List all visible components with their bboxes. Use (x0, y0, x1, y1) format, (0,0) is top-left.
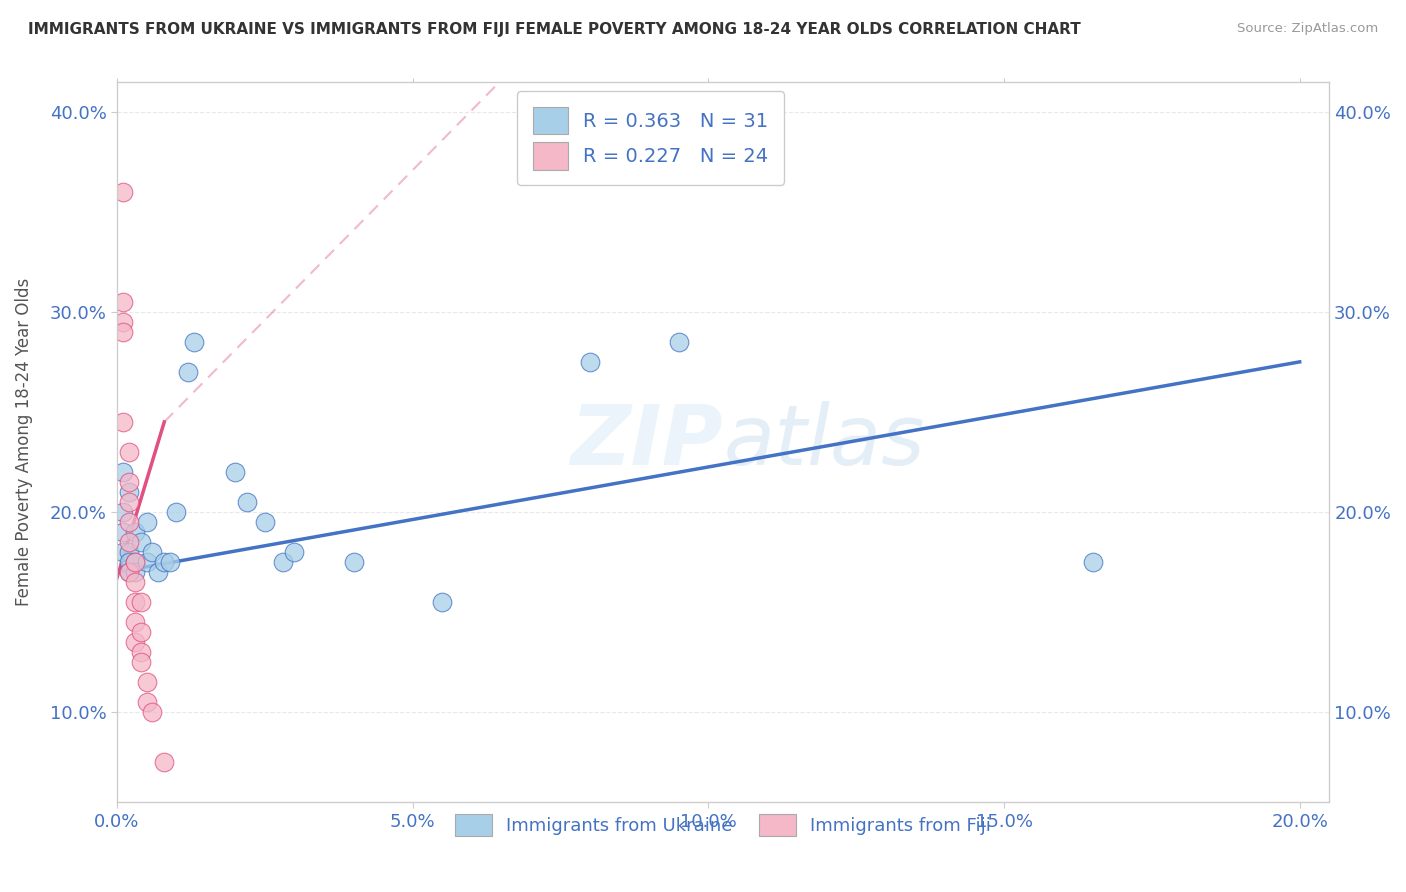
Point (159, 555, 181, 569)
Point (141, 705, 163, 719)
Point (129, 535, 152, 549)
Point (183, 334, 205, 349)
Point (224, 465, 246, 479)
Point (165, 505, 187, 519)
Point (111, 524, 134, 539)
Point (432, 595, 454, 609)
Point (124, 524, 146, 539)
Point (236, 495, 259, 509)
Point (124, 555, 146, 569)
Point (118, 515, 141, 529)
Point (118, 555, 141, 569)
Point (124, 595, 146, 609)
Point (111, 185, 134, 199)
Point (124, 555, 146, 569)
Point (118, 475, 141, 489)
Point (124, 635, 146, 649)
Point (253, 515, 276, 529)
Point (283, 545, 305, 559)
Point (342, 555, 364, 569)
Point (118, 565, 141, 579)
Point (124, 565, 146, 579)
Point (118, 565, 141, 579)
Point (271, 555, 294, 569)
Point (141, 545, 163, 559)
Point (118, 495, 141, 509)
Point (135, 675, 157, 690)
Point (129, 645, 152, 659)
Point (111, 505, 134, 519)
Point (135, 515, 157, 529)
Point (1081, 555, 1104, 569)
Point (177, 365, 200, 379)
Point (111, 415, 134, 429)
Point (111, 315, 134, 329)
Point (111, 325, 134, 339)
Text: ZIP: ZIP (571, 401, 723, 483)
Y-axis label: Female Poverty Among 18-24 Year Olds: Female Poverty Among 18-24 Year Olds (15, 277, 32, 606)
Point (111, 545, 134, 559)
Point (153, 555, 176, 569)
Point (118, 535, 141, 549)
Point (118, 545, 141, 559)
Point (111, 294, 134, 309)
Point (148, 565, 170, 579)
Point (129, 595, 152, 609)
Point (118, 445, 141, 459)
Point (129, 655, 152, 669)
Text: atlas: atlas (723, 401, 925, 483)
Point (118, 485, 141, 500)
Legend: Immigrants from Ukraine, Immigrants from Fiji: Immigrants from Ukraine, Immigrants from… (449, 807, 998, 844)
Point (135, 555, 157, 569)
Point (668, 334, 690, 349)
Point (129, 625, 152, 640)
Point (135, 695, 157, 709)
Point (111, 465, 134, 479)
Text: IMMIGRANTS FROM UKRAINE VS IMMIGRANTS FROM FIJI FEMALE POVERTY AMONG 18-24 YEAR : IMMIGRANTS FROM UKRAINE VS IMMIGRANTS FR… (28, 22, 1081, 37)
Point (153, 756, 176, 770)
Point (124, 615, 146, 629)
Text: Source: ZipAtlas.com: Source: ZipAtlas.com (1237, 22, 1378, 36)
Point (579, 355, 602, 369)
Point (124, 575, 146, 590)
